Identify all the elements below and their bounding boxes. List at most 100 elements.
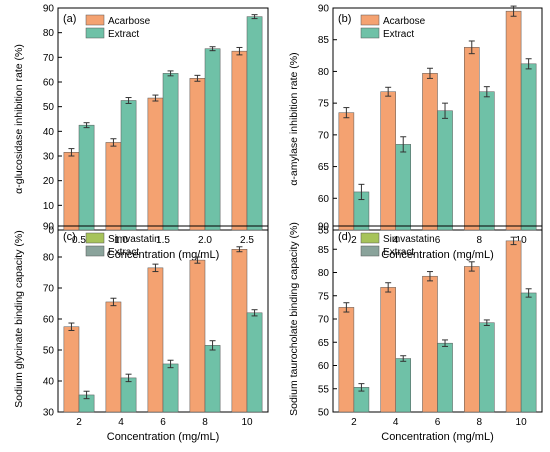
panel-label: (a) (63, 13, 76, 25)
y-tick-label: 70 (43, 53, 55, 64)
legend-swatch (85, 232, 105, 244)
x-tick-label: 2.0 (198, 235, 212, 246)
x-axis-title: Concentration (mg/mL) (381, 249, 494, 261)
y-tick-label: 90 (43, 222, 55, 233)
y-tick-label: 50 (43, 102, 55, 113)
bar-acarbose (505, 10, 522, 231)
legend-label: Extract (383, 29, 414, 40)
y-tick-label: 55 (318, 226, 330, 237)
y-tick-label: 60 (318, 194, 330, 205)
bar-extract (78, 124, 95, 231)
bar-simvastatin (231, 249, 248, 413)
x-tick-label: 2 (76, 417, 82, 428)
bar-acarbose (105, 142, 122, 231)
bar-extract (162, 73, 179, 231)
bar-extract (204, 345, 221, 413)
panel-label: (d) (338, 231, 351, 243)
panel-2: 55 60 65 70 75 80 85 90 2 4 6 8 10 (b) Acarbose Extract… (288, 4, 543, 261)
bar-acarbose (231, 50, 248, 231)
bar-acarbose (338, 112, 355, 231)
x-tick-label: 6 (435, 235, 441, 246)
y-tick-label: 55 (318, 384, 330, 395)
legend-swatch (360, 245, 380, 257)
x-axis-title: Concentration (mg/mL) (381, 431, 494, 443)
bar-simvastatin (147, 267, 164, 413)
bar-simvastatin (505, 240, 522, 413)
x-tick-label: 8 (477, 235, 483, 246)
x-tick-label: 2 (351, 417, 357, 428)
bar-simvastatin (422, 275, 438, 413)
x-tick-label: 6 (435, 417, 441, 428)
x-tick-label: 0.5 (72, 235, 86, 246)
x-tick-label: 4 (118, 417, 124, 428)
x-tick-label: 1.5 (156, 235, 170, 246)
x-tick-label: 1.0 (114, 235, 128, 246)
y-tick-label: 60 (318, 361, 330, 372)
legend-label: Extract (383, 247, 414, 258)
bar-extract (120, 100, 137, 231)
y-tick-label: 70 (43, 284, 55, 295)
x-tick-label: 2.5 (240, 235, 254, 246)
y-tick-label: 80 (318, 67, 330, 78)
y-tick-label: 0 (48, 226, 54, 237)
bar-acarbose (63, 152, 80, 231)
y-tick-label: 85 (318, 245, 330, 256)
x-axis-title: Concentration (mg/mL) (107, 249, 220, 261)
y-tick-label: 80 (43, 253, 55, 264)
legend-swatch (85, 27, 105, 39)
x-tick-label: 10 (516, 417, 528, 428)
bar-simvastatin (105, 301, 122, 413)
y-tick-label: 40 (43, 377, 55, 388)
x-tick-label: 10 (516, 235, 528, 246)
x-tick-label: 8 (202, 417, 208, 428)
bar-extract (395, 144, 411, 231)
bar-acarbose (147, 97, 164, 231)
y-axis-title: Sodium taurocholate binding capacity (%) (288, 222, 300, 416)
y-tick-label: 65 (318, 162, 330, 173)
bar-acarbose (422, 73, 438, 231)
x-tick-label: 2 (351, 235, 357, 246)
y-tick-label: 30 (43, 408, 55, 419)
y-tick-label: 90 (43, 4, 55, 15)
y-tick-label: 90 (318, 4, 330, 15)
y-tick-label: 70 (318, 315, 330, 326)
panel-4: 50 55 60 65 70 75 80 85 90 2 4 6 8 10 (d) Simvastatin Ex… (288, 222, 543, 443)
bar-extract (395, 358, 411, 413)
bar-acarbose (380, 91, 396, 231)
y-tick-label: 75 (318, 99, 330, 110)
bar-extract (246, 312, 263, 413)
legend-swatch (360, 27, 380, 39)
panel-label: (c) (63, 231, 76, 243)
y-tick-label: 75 (318, 291, 330, 302)
bar-simvastatin (380, 287, 396, 413)
bar-acarbose (464, 47, 480, 231)
y-tick-label: 50 (318, 408, 330, 419)
legend-label: Simvastatin (108, 234, 160, 245)
legend-label: Extract (108, 247, 139, 258)
y-axis-title: α-amylase inhibition rate (%) (288, 52, 300, 185)
panel-3: 30 40 50 60 70 80 90 2 4 6 8 10 (c) Simvastatin Extrac… (13, 222, 269, 443)
x-tick-label: 4 (393, 235, 399, 246)
y-axis-title: α-glucosidase inhibition rate (%) (13, 44, 25, 194)
y-tick-label: 85 (318, 35, 330, 46)
bar-simvastatin (63, 326, 80, 413)
y-axis-title: Sodium glycinate binding capacity (%) (13, 230, 25, 407)
legend-swatch (85, 245, 105, 257)
legend-swatch (360, 232, 380, 244)
y-tick-label: 10 (43, 201, 55, 212)
bar-extract (520, 63, 537, 231)
panel-label: (b) (338, 13, 351, 25)
bar-extract (246, 16, 263, 231)
legend-label: Simvastatin (383, 234, 435, 245)
legend-label: Acarbose (383, 16, 426, 27)
x-tick-label: 4 (393, 417, 399, 428)
bar-simvastatin (464, 266, 480, 413)
legend-swatch (360, 14, 380, 26)
legend-label: Extract (108, 29, 139, 40)
bar-simvastatin (189, 259, 206, 413)
bar-extract (120, 377, 137, 413)
panel-1: 0 10 20 30 40 50 60 70 80 90 0.5 1.0 1.5 2.0 2.5 (a) Aca… (13, 4, 269, 261)
x-axis-title: Concentration (mg/mL) (107, 431, 220, 443)
